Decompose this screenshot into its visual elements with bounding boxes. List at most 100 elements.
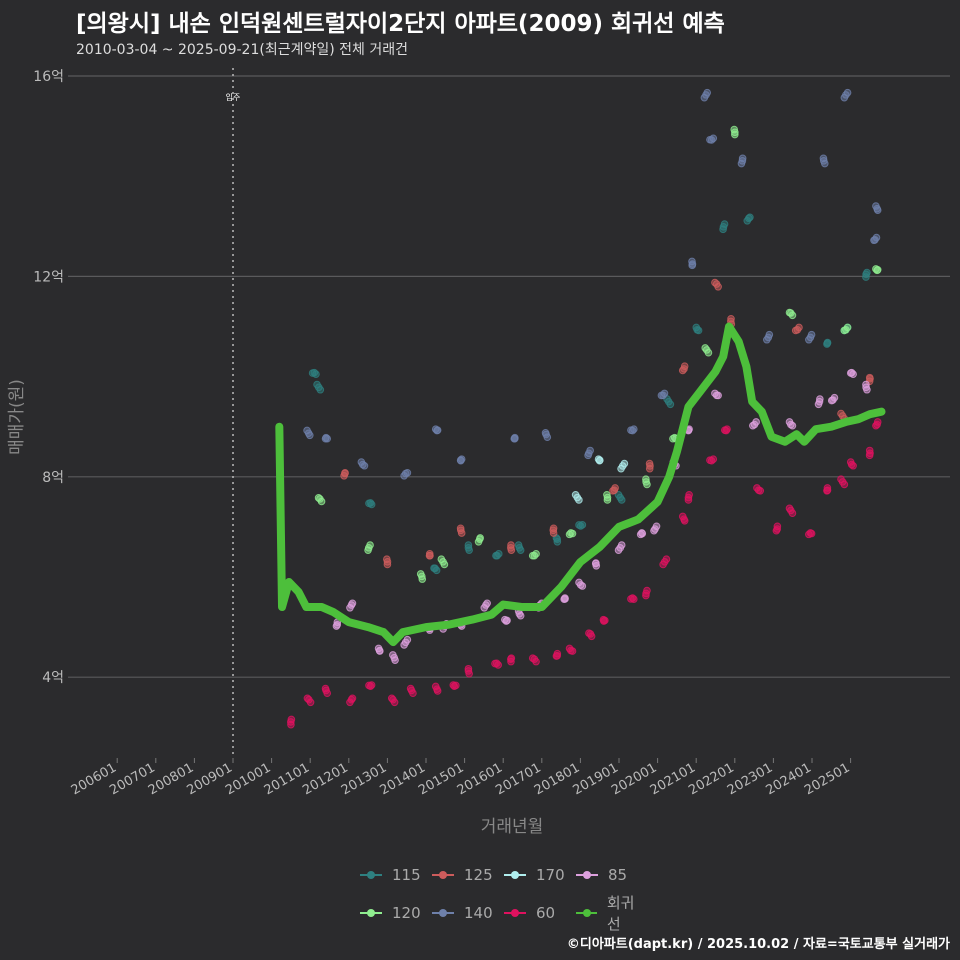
data-point-120 bbox=[314, 494, 323, 502]
data-point-140 bbox=[431, 425, 440, 433]
data-point-60 bbox=[367, 681, 376, 689]
data-point-60 bbox=[773, 522, 782, 531]
legend-label: 회귀선 bbox=[606, 894, 635, 933]
data-point-85 bbox=[846, 369, 855, 377]
legend-item-120: 120 bbox=[360, 892, 430, 934]
legend-label: 115 bbox=[392, 866, 421, 884]
data-point-140 bbox=[456, 456, 465, 465]
data-point-115 bbox=[367, 500, 376, 509]
data-point-115 bbox=[614, 490, 623, 499]
data-point-85 bbox=[480, 603, 489, 612]
legend-item-115: 115 bbox=[360, 866, 430, 884]
data-point-140 bbox=[303, 426, 311, 435]
data-point-120 bbox=[364, 546, 372, 554]
plot-area: 4억8억12억16억200601200701200801200901201001… bbox=[7, 68, 950, 837]
legend-label: 140 bbox=[464, 904, 493, 922]
legend-item-125: 125 bbox=[432, 866, 502, 884]
data-point-140 bbox=[700, 93, 709, 102]
data-point-85 bbox=[749, 421, 757, 430]
data-point-85 bbox=[652, 522, 661, 531]
data-point-85 bbox=[592, 559, 600, 567]
data-point-60 bbox=[449, 681, 458, 689]
data-point-115 bbox=[823, 340, 831, 348]
data-point-60 bbox=[507, 654, 516, 662]
legend-label: 170 bbox=[536, 866, 565, 884]
data-point-120 bbox=[568, 529, 577, 538]
data-point-60 bbox=[685, 490, 693, 499]
data-point-60 bbox=[723, 425, 731, 433]
data-point-125 bbox=[714, 282, 722, 291]
data-point-60 bbox=[494, 661, 502, 669]
data-point-120 bbox=[840, 326, 849, 335]
data-point-60 bbox=[431, 682, 440, 691]
data-point-85 bbox=[863, 385, 871, 394]
data-point-60 bbox=[306, 698, 315, 707]
data-point-60 bbox=[553, 649, 562, 658]
legend-label: 125 bbox=[464, 866, 493, 884]
legend-label: 60 bbox=[536, 904, 556, 922]
data-point-140 bbox=[688, 261, 697, 270]
data-point-60 bbox=[872, 421, 880, 430]
legend-item-회귀선: 회귀선 bbox=[576, 892, 646, 934]
data-point-115 bbox=[863, 268, 871, 277]
data-point-115 bbox=[465, 546, 473, 554]
data-point-85 bbox=[503, 616, 511, 625]
data-point-140 bbox=[400, 472, 408, 480]
data-point-85 bbox=[578, 582, 587, 590]
y-tick-label: 12억 bbox=[33, 269, 64, 285]
data-point-125 bbox=[383, 555, 391, 564]
data-point-60 bbox=[706, 456, 714, 465]
data-point-120 bbox=[643, 480, 651, 489]
data-point-140 bbox=[630, 425, 638, 433]
data-point-120 bbox=[704, 348, 713, 357]
data-point-125 bbox=[680, 362, 689, 370]
data-point-60 bbox=[840, 480, 849, 489]
series-125 bbox=[340, 278, 874, 569]
data-point-140 bbox=[840, 93, 849, 102]
data-point-85 bbox=[830, 393, 839, 402]
data-point-85 bbox=[376, 647, 384, 655]
legend-item-85: 85 bbox=[576, 866, 646, 884]
data-point-115 bbox=[432, 566, 441, 575]
data-point-85 bbox=[516, 611, 525, 620]
data-point-140 bbox=[706, 135, 714, 144]
data-point-85 bbox=[389, 651, 397, 659]
data-point-115 bbox=[516, 546, 525, 554]
source-footer: ©디아파트(dapt.kr) / 2025.10.02 / 자료=국토교통부 실… bbox=[566, 937, 950, 952]
data-point-115 bbox=[553, 537, 562, 546]
data-point-140 bbox=[321, 434, 330, 443]
data-point-115 bbox=[578, 521, 587, 529]
legend-swatch-icon bbox=[504, 871, 526, 879]
data-point-115 bbox=[492, 551, 500, 560]
y-tick-label: 4억 bbox=[42, 670, 64, 686]
data-point-140 bbox=[820, 159, 829, 168]
data-point-115 bbox=[743, 216, 752, 225]
data-point-60 bbox=[630, 595, 638, 603]
legend-swatch-icon bbox=[504, 909, 526, 917]
data-point-60 bbox=[643, 586, 651, 595]
data-point-125 bbox=[425, 551, 434, 560]
data-point-85 bbox=[346, 603, 354, 612]
data-point-125 bbox=[791, 326, 800, 335]
data-point-60 bbox=[823, 486, 831, 495]
data-point-140 bbox=[584, 451, 592, 460]
data-point-60 bbox=[680, 516, 689, 525]
data-point-120 bbox=[528, 551, 537, 560]
data-point-125 bbox=[549, 524, 558, 533]
legend-swatch-icon bbox=[432, 871, 454, 879]
series-170 bbox=[571, 455, 629, 504]
data-point-140 bbox=[872, 233, 881, 242]
data-point-120 bbox=[418, 575, 427, 583]
data-point-115 bbox=[308, 369, 317, 377]
data-point-85 bbox=[816, 395, 824, 403]
data-point-140 bbox=[872, 202, 880, 210]
legend: 115 125 170 85 120 140 60 회귀선 bbox=[360, 866, 700, 934]
data-point-60 bbox=[662, 555, 671, 564]
chart-subtitle: 2010-03-04 ~ 2025-09-21(최근계약일) 전체 거래건 bbox=[76, 42, 408, 58]
data-point-85 bbox=[614, 546, 623, 554]
data-point-60 bbox=[846, 458, 855, 466]
data-point-140 bbox=[737, 159, 746, 168]
data-point-60 bbox=[587, 632, 596, 641]
x-axis-title: 거래년월 bbox=[481, 817, 544, 837]
